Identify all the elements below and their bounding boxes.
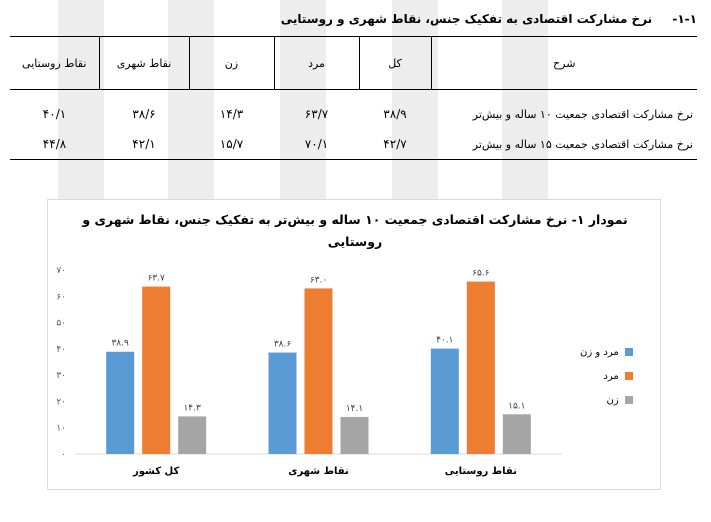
table-cell: ۷۰/۱ [274, 129, 359, 160]
header-cell: مرد [274, 36, 360, 90]
table-cell: ۱۴/۳ [219, 107, 244, 121]
y-tick-label: ۴۰ [56, 345, 66, 355]
y-tick-label: ۰ [61, 450, 66, 460]
row-description: نرخ مشارکت اقتصادی جمعیت ۱۰ ساله و بیش‌ت… [472, 107, 693, 121]
row-description: نرخ مشارکت اقتصادی جمعیت ۱۵ ساله و بیش‌ت… [431, 129, 697, 160]
table-cell: ۶۳/۷ [304, 107, 329, 121]
bar [178, 416, 207, 454]
legend-label: مرد و زن [580, 346, 619, 358]
bar [430, 348, 459, 454]
data-label: ۴۰.۱ [436, 336, 453, 346]
header-cell: زن [189, 36, 275, 90]
bar [106, 351, 135, 454]
header-cell: نقاط شهری [99, 36, 190, 90]
header-cell: کل [359, 36, 432, 90]
data-label: ۶۳.۷ [147, 274, 165, 284]
data-label: ۳۸.۹ [111, 339, 129, 349]
bar [142, 286, 171, 454]
bar [502, 414, 531, 454]
table-cell: ۴۴/۸ [10, 129, 99, 160]
legend-label: زن [606, 394, 619, 406]
y-tick-label: ۷۰ [56, 266, 66, 276]
legend-swatch [624, 396, 633, 404]
y-tick-label: ۲۰ [56, 397, 66, 407]
category-label: نقاط روستایی [445, 466, 517, 477]
table-header-row: شرح کل مرد زن نقاط شهری نقاط روستایی [10, 36, 697, 90]
table-cell: ۴۰/۱ [42, 107, 67, 121]
y-tick-label: ۵۰ [56, 319, 66, 329]
table-cell: ۴۲/۱ [99, 129, 189, 160]
section-title: نرخ مشارکت اقتصادی به تفکیک جنس، نقاط شه… [280, 12, 653, 26]
data-label: ۱۵.۱ [508, 401, 525, 411]
table-cell: ۴۲/۷ [359, 129, 431, 160]
category-label: کل کشور [132, 466, 179, 477]
bar [304, 288, 333, 454]
data-label: ۶۵.۶ [472, 269, 490, 279]
participation-table: شرح کل مرد زن نقاط شهری نقاط روستایی نرخ… [10, 36, 697, 160]
y-tick-label: ۱۰ [56, 424, 66, 434]
section-number: ۱-۱- [672, 12, 697, 26]
y-tick-label: ۳۰ [56, 371, 66, 381]
chart-legend: مرد و زن مرد زن [580, 340, 633, 412]
legend-item: مرد [580, 364, 633, 388]
legend-item: مرد و زن [580, 340, 633, 364]
bar-chart: ۰ ۱۰ ۲۰ ۳۰ ۴۰ ۵۰ ۶۰ ۷۰ ۳۸.۹ ۶۳.۷ ۱۴.۳ کل کشور ۳۸.۶ ۶۳… [56, 266, 562, 477]
table-cell: ۳۸/۶ [132, 107, 156, 121]
bar [268, 352, 297, 454]
chart-container: نمودار ۱- نرخ مشارکت اقتصادی جمعیت ۱۰ سا… [47, 199, 661, 490]
table-cell: ۱۵/۷ [189, 129, 274, 160]
bar [466, 281, 495, 454]
data-label: ۱۴.۳ [183, 403, 201, 413]
header-cell: نقاط روستایی [10, 36, 100, 90]
data-label: ۳۸.۶ [274, 340, 292, 350]
table-row: نرخ مشارکت اقتصادی جمعیت ۱۰ ساله و بیش‌ت… [10, 90, 697, 130]
legend-item: زن [580, 388, 633, 412]
chart-title-line-2: روستایی [327, 234, 383, 249]
legend-label: مرد [603, 370, 619, 382]
header-cell: شرح [431, 36, 697, 90]
section-heading: ۱-۱- نرخ مشارکت اقتصادی به تفکیک جنس، نق… [281, 12, 697, 26]
y-tick-label: ۶۰ [56, 292, 66, 302]
bar [340, 416, 369, 454]
data-label: ۱۴.۱ [346, 404, 363, 414]
data-label: ۶۳.۰ [310, 275, 327, 285]
table-row: نرخ مشارکت اقتصادی جمعیت ۱۵ ساله و بیش‌ت… [10, 129, 697, 160]
category-label: نقاط شهری [288, 466, 348, 477]
legend-swatch [624, 372, 633, 380]
legend-swatch [624, 348, 633, 356]
table-cell: ۳۸/۹ [383, 107, 407, 121]
